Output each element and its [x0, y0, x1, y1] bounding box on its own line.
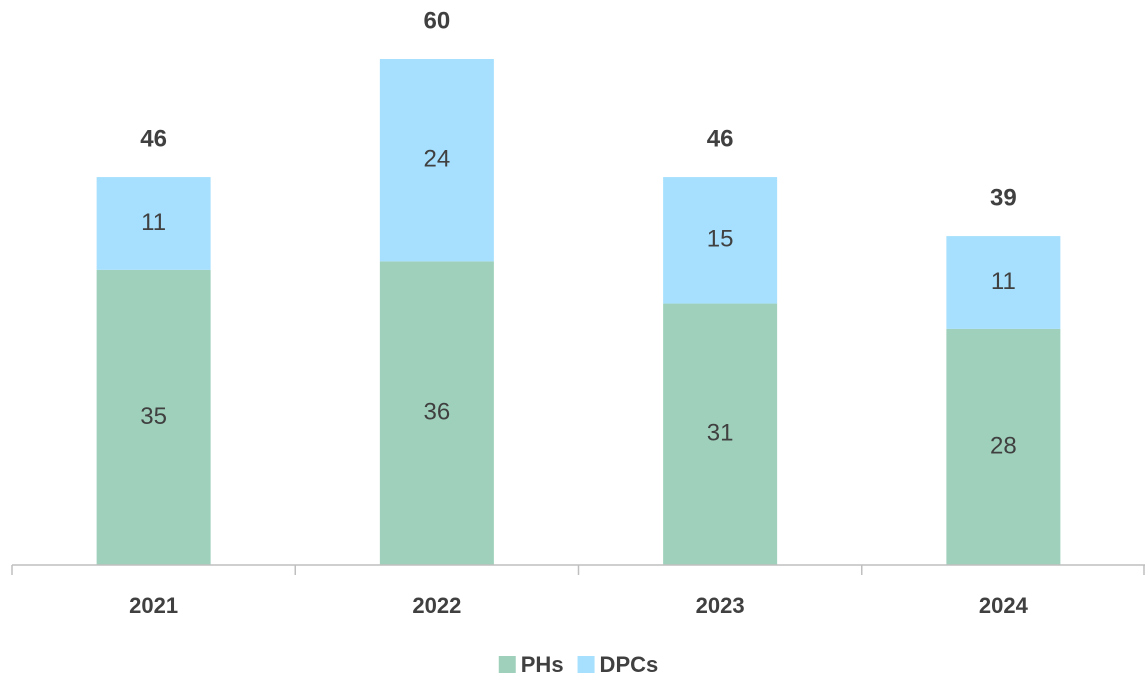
total-label: 60 [424, 7, 451, 34]
total-label: 39 [990, 184, 1017, 211]
bar-segment [96, 269, 211, 565]
x-tick-label: 2021 [129, 593, 178, 618]
legend-label: PHs [521, 652, 564, 677]
legend: PHs DPCs [498, 652, 659, 677]
total-label: 46 [707, 125, 734, 152]
x-tick-label: 2023 [696, 593, 745, 618]
bar-segment [663, 303, 778, 565]
bar-segment [379, 261, 494, 565]
bar-segment [946, 236, 1061, 329]
x-tick-label: 2024 [979, 593, 1029, 618]
data-label: 24 [424, 146, 451, 173]
data-label: 31 [707, 420, 734, 447]
data-label: 15 [707, 226, 734, 253]
bar-segment [946, 328, 1061, 565]
legend-label: DPCs [600, 652, 659, 677]
legend-swatch [498, 656, 516, 673]
total-label: 46 [140, 125, 167, 152]
data-label: 28 [990, 432, 1017, 459]
data-label: 11 [991, 268, 1016, 295]
data-label: 11 [141, 209, 166, 236]
x-tick-label: 2022 [412, 593, 461, 618]
legend-swatch [577, 656, 595, 673]
bar-segment [96, 177, 211, 270]
bar-segment [379, 59, 494, 262]
data-label: 35 [140, 403, 167, 430]
bar-segment [663, 177, 778, 304]
data-label: 36 [424, 399, 451, 426]
